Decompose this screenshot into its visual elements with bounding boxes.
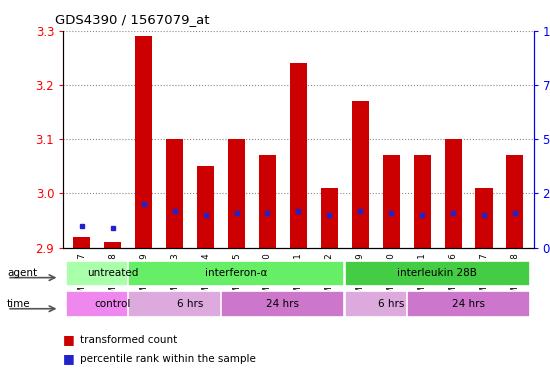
- Text: control: control: [94, 299, 131, 309]
- Text: time: time: [7, 299, 31, 309]
- Bar: [128, 261, 344, 286]
- Text: 24 hrs: 24 hrs: [452, 299, 485, 309]
- Text: percentile rank within the sample: percentile rank within the sample: [80, 354, 256, 364]
- Bar: [507, 156, 524, 248]
- Bar: [197, 166, 214, 248]
- Bar: [128, 291, 251, 317]
- Bar: [352, 101, 368, 248]
- Text: transformed count: transformed count: [80, 335, 177, 345]
- Bar: [345, 261, 530, 286]
- Bar: [476, 188, 492, 248]
- Text: 6 hrs: 6 hrs: [177, 299, 203, 309]
- Bar: [345, 291, 437, 317]
- Bar: [135, 36, 152, 248]
- Bar: [406, 291, 530, 317]
- Text: untreated: untreated: [87, 268, 138, 278]
- Bar: [383, 156, 400, 248]
- Text: 24 hrs: 24 hrs: [266, 299, 299, 309]
- Bar: [414, 156, 431, 248]
- Text: GDS4390 / 1567079_at: GDS4390 / 1567079_at: [55, 13, 210, 26]
- Text: interferon-α: interferon-α: [205, 268, 267, 278]
- Bar: [290, 63, 307, 248]
- Text: interleukin 28B: interleukin 28B: [397, 268, 477, 278]
- Bar: [321, 188, 338, 248]
- Text: agent: agent: [7, 268, 37, 278]
- Text: 6 hrs: 6 hrs: [378, 299, 404, 309]
- Bar: [221, 291, 344, 317]
- Bar: [67, 261, 158, 286]
- Bar: [67, 291, 158, 317]
- Bar: [104, 242, 121, 248]
- Bar: [166, 139, 183, 248]
- Text: ■: ■: [63, 353, 75, 366]
- Bar: [73, 237, 90, 248]
- Bar: [444, 139, 461, 248]
- Bar: [259, 156, 276, 248]
- Bar: [228, 139, 245, 248]
- Text: ■: ■: [63, 333, 75, 346]
